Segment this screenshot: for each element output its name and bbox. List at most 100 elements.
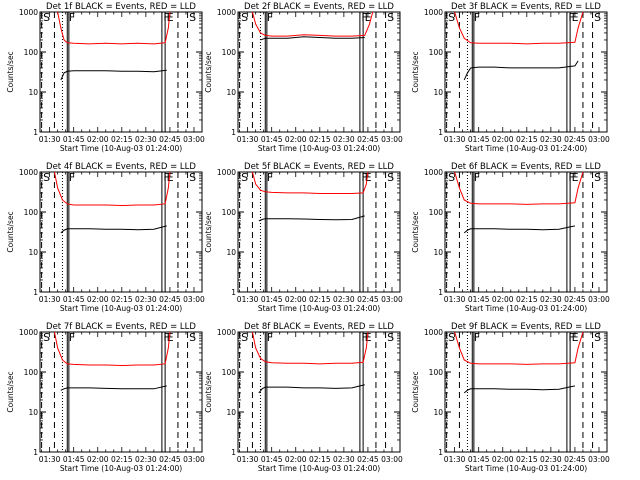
x-tick-label: 01:45 [63, 135, 85, 144]
events-series-line [260, 36, 365, 41]
marker-label: S [594, 11, 601, 24]
y-tick-label: 100 [222, 48, 237, 57]
panel-1: Det 1f BLACK = Events, RED = LLD 1 10 100 10… [6, 2, 205, 153]
marker-label: S [448, 171, 455, 184]
y-axis-label: Counts/sec [204, 371, 213, 412]
y-tick-label: 10 [28, 248, 38, 257]
y-tick-label: 1 [33, 128, 38, 137]
x-tick-label: 02:00 [492, 295, 514, 304]
x-axis-label: Start Time (10-Aug-03 01:24:00) [465, 304, 587, 313]
x-tick-label: 02:30 [135, 135, 157, 144]
x-tick-label: 02:00 [87, 295, 109, 304]
marker-label: S [448, 331, 455, 344]
marker-label: F [361, 11, 367, 24]
x-tick-label: 01:45 [468, 455, 490, 464]
y-tick-label: 10 [226, 248, 236, 257]
x-tick-label: 03:00 [381, 135, 403, 144]
y-tick-label: 1 [33, 288, 38, 297]
marker-label: E [365, 171, 372, 184]
marker-label: E [572, 331, 579, 344]
x-tick-label: 02:45 [159, 135, 181, 144]
x-tick-label: 02:45 [564, 455, 586, 464]
x-tick-label: 02:45 [357, 295, 379, 304]
y-tick-label: 100 [429, 48, 444, 57]
panel-5: Det 5f BLACK = Events, RED = LLD 1 10 100 10… [204, 162, 403, 313]
lld-series-line [53, 171, 171, 207]
x-tick-label: 02:00 [285, 455, 307, 464]
y-axis-label: Counts/sec [411, 211, 420, 252]
x-tick-label: 02:15 [516, 135, 538, 144]
x-tick-label: 03:00 [588, 455, 610, 464]
y-tick-label: 1000 [424, 168, 443, 177]
panel-title: Det 2f BLACK = Events, RED = LLD [244, 2, 394, 12]
marker-label: S [241, 11, 248, 24]
x-tick-label: 02:30 [333, 135, 355, 144]
events-series-line [60, 385, 167, 391]
y-tick-label: 10 [433, 408, 443, 417]
lld-series-line [251, 11, 374, 37]
x-tick-label: 01:45 [468, 295, 490, 304]
x-axis-label: Start Time (10-Aug-03 01:24:00) [60, 464, 182, 473]
y-tick-label: 100 [429, 208, 444, 217]
y-tick-label: 1000 [19, 328, 38, 337]
x-axis-label: Start Time (10-Aug-03 01:24:00) [60, 304, 182, 313]
panel-title: Det 5f BLACK = Events, RED = LLD [244, 162, 394, 172]
y-tick-label: 100 [222, 368, 237, 377]
marker-label: F [568, 171, 574, 184]
y-tick-label: 1000 [424, 8, 443, 17]
y-tick-label: 1000 [217, 168, 236, 177]
events-series-line [258, 384, 365, 394]
marker-label: F [267, 11, 273, 24]
x-tick-label: 02:15 [111, 455, 133, 464]
panel-title: Det 3f BLACK = Events, RED = LLD [451, 2, 601, 12]
x-axis-label: Start Time (10-Aug-03 01:24:00) [258, 144, 380, 153]
x-tick-label: 01:30 [237, 455, 259, 464]
marker-label: S [387, 11, 394, 24]
x-tick-label: 02:30 [333, 455, 355, 464]
marker-label: F [267, 331, 273, 344]
panel-title: Det 9f BLACK = Events, RED = LLD [451, 322, 601, 332]
marker-label: F [69, 171, 75, 184]
x-tick-label: 02:00 [285, 135, 307, 144]
panel-title: Det 4f BLACK = Events, RED = LLD [46, 162, 196, 172]
lld-series-line [454, 11, 584, 45]
x-tick-label: 02:00 [87, 455, 109, 464]
x-tick-label: 02:15 [111, 295, 133, 304]
x-tick-label: 02:45 [159, 295, 181, 304]
lld-series-line [251, 171, 369, 194]
events-series-line [60, 69, 167, 81]
y-tick-label: 1000 [19, 168, 38, 177]
plot-frame [237, 171, 401, 293]
x-tick-label: 02:45 [159, 455, 181, 464]
y-axis-label: Counts/sec [204, 211, 213, 252]
x-tick-label: 01:45 [468, 135, 490, 144]
x-tick-label: 03:00 [381, 295, 403, 304]
y-tick-label: 100 [24, 208, 39, 217]
x-tick-label: 01:30 [444, 455, 466, 464]
lld-series-line [57, 11, 171, 45]
panel-title: Det 8f BLACK = Events, RED = LLD [244, 322, 394, 332]
y-axis-label: Counts/sec [6, 211, 15, 252]
lld-series-line [251, 331, 369, 365]
x-tick-label: 01:30 [39, 455, 61, 464]
x-axis-label: Start Time (10-Aug-03 01:24:00) [60, 144, 182, 153]
marker-label: F [474, 171, 480, 184]
y-tick-label: 10 [226, 88, 236, 97]
y-tick-label: 10 [28, 88, 38, 97]
y-tick-label: 1 [438, 288, 443, 297]
x-tick-label: 02:30 [333, 295, 355, 304]
marker-label: S [241, 331, 248, 344]
y-tick-label: 100 [24, 368, 39, 377]
x-tick-label: 02:45 [564, 295, 586, 304]
marker-label: F [69, 11, 75, 24]
x-tick-label: 01:45 [63, 295, 85, 304]
marker-label: S [43, 11, 50, 24]
x-tick-label: 01:30 [444, 295, 466, 304]
panel-7: Det 7f BLACK = Events, RED = LLD 1 10 100 10… [6, 322, 205, 473]
y-tick-label: 100 [429, 368, 444, 377]
x-tick-label: 02:15 [309, 295, 331, 304]
marker-label: S [189, 11, 196, 24]
x-tick-label: 02:15 [516, 295, 538, 304]
y-tick-label: 10 [433, 88, 443, 97]
